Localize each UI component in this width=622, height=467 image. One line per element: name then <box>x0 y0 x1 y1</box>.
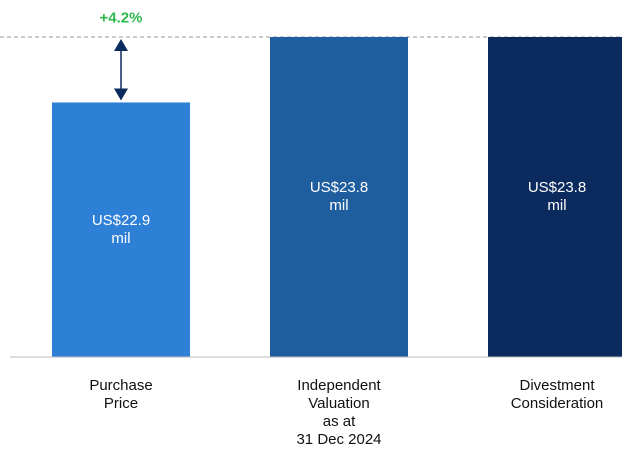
value-label: US$22.9 mil <box>91 211 151 247</box>
arrow-head <box>114 88 128 101</box>
value-label: US$23.8 mil <box>309 179 369 214</box>
x-tick-label: Purchase Price <box>89 377 153 412</box>
bar <box>270 37 408 357</box>
x-tick-label: Divestment Consideration <box>510 377 604 412</box>
bar <box>52 102 190 357</box>
bar <box>488 37 622 357</box>
arrow-head <box>114 39 128 51</box>
value-label: US$23.8 mil <box>527 179 587 214</box>
annotation: +4.2% <box>99 9 143 27</box>
x-tick-label: Independent Valuation as at 31 Dec 2024 <box>296 377 382 448</box>
